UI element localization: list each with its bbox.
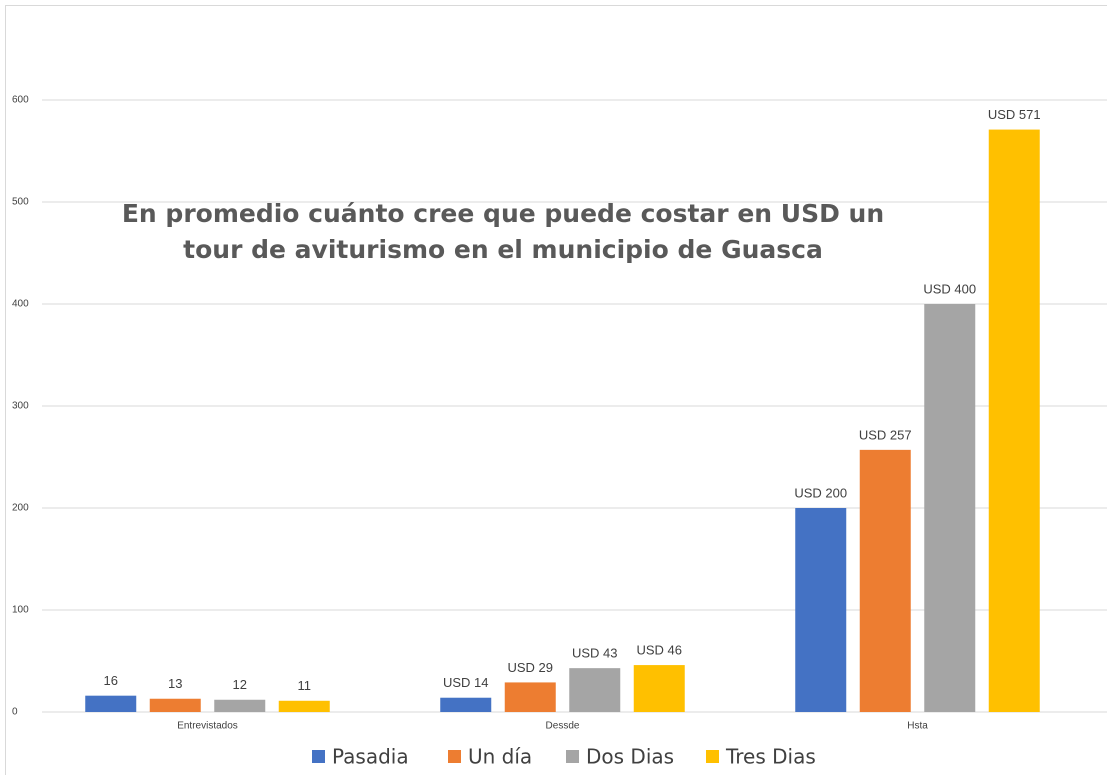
legend-label: Pasadia: [332, 745, 409, 769]
bar: [504, 682, 556, 712]
bar: [440, 697, 492, 712]
data-label: USD 257: [859, 427, 912, 442]
bar: [924, 304, 976, 712]
x-tick-label: Entrevistados: [177, 721, 238, 732]
bar: [795, 508, 847, 712]
data-label: USD 43: [572, 646, 618, 661]
y-tick-label: 300: [12, 401, 29, 412]
legend-label: Dos Dias: [586, 745, 674, 769]
chart-border: [5, 5, 1107, 775]
data-label: USD 400: [923, 281, 976, 296]
y-tick-label: 600: [12, 95, 29, 106]
data-label: USD 200: [794, 485, 847, 500]
legend-label: Un día: [468, 745, 532, 769]
y-tick-label: 100: [12, 605, 29, 616]
legend-swatch: [448, 750, 461, 763]
bar: [85, 695, 137, 712]
x-tick-label: Dessde: [546, 721, 580, 732]
x-tick-label: Hsta: [907, 721, 928, 732]
legend-label: Tres Dias: [725, 745, 816, 769]
bar: [278, 700, 330, 712]
legend-swatch: [566, 750, 579, 763]
bar: [633, 665, 685, 712]
data-label: 13: [168, 676, 182, 691]
y-tick-label: 500: [12, 197, 29, 208]
bar: [988, 129, 1040, 712]
legend-swatch: [706, 750, 719, 763]
data-label: 11: [298, 678, 312, 693]
bar: [859, 449, 911, 712]
data-label: USD 14: [443, 675, 489, 690]
data-label: USD 571: [988, 107, 1041, 122]
bar: [569, 668, 621, 712]
y-tick-label: 200: [12, 503, 29, 514]
chart-title: En promedio cuánto cree que puede costar…: [121, 199, 885, 264]
data-label: USD 29: [507, 660, 553, 675]
y-tick-label: 0: [12, 707, 18, 718]
y-tick-label: 400: [12, 299, 29, 310]
data-label: USD 46: [636, 643, 682, 658]
bar: [214, 699, 266, 712]
bar: [149, 698, 201, 712]
data-label: 16: [104, 673, 118, 688]
data-label: 12: [233, 677, 247, 692]
legend-swatch: [312, 750, 325, 763]
